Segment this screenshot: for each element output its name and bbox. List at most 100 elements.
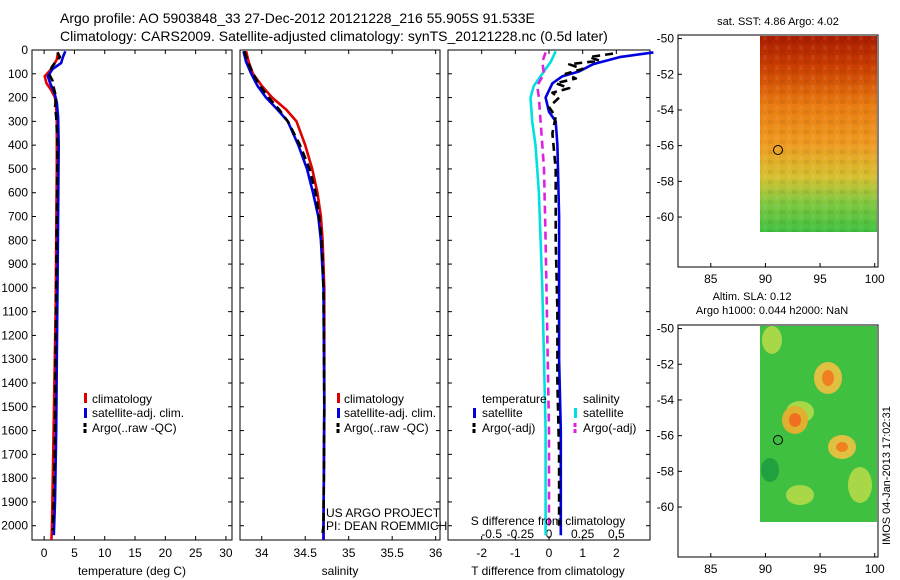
sst-map-profile-marker	[773, 145, 783, 155]
sla-map-ytick-label: -50	[657, 322, 675, 336]
temperature-xlabel: temperature (deg C)	[78, 564, 186, 578]
sst-map-ytick-label: -56	[657, 139, 675, 153]
salinity-legend-satellite: satellite-adj. clim.	[344, 406, 436, 420]
difference-series-temperature-argo-adj-	[547, 52, 614, 526]
salinity-legend-argo: Argo(..raw -QC)	[344, 421, 429, 435]
salinity-xtick-label: 34	[255, 546, 269, 560]
depth-tick-label: 1900	[1, 495, 28, 509]
temperature-xtick-label: 5	[71, 546, 78, 560]
salinity-xlabel: salinity	[322, 564, 359, 578]
legend-salinity-title: salinity	[583, 392, 620, 406]
sla-map-xtick-label: 95	[813, 562, 827, 576]
temperature-xtick-label: 20	[159, 546, 173, 560]
legend-sal-satellite-swatch	[574, 408, 577, 418]
salinity-series-satellite-adj-clim-	[242, 50, 326, 540]
difference-top-tick-label: 0.25	[571, 527, 595, 541]
difference-top-tick-label: -0.5	[481, 527, 502, 541]
sla-map-title-line1: Altim. SLA: 0.12	[713, 291, 792, 303]
difference-series-salinity-argo-adj-	[535, 51, 551, 526]
sst-map-ytick-label: -60	[657, 210, 675, 224]
plot-title-line2: Climatology: CARS2009. Satellite-adjuste…	[60, 28, 608, 44]
legend-sal-argo: Argo(-adj)	[583, 421, 636, 435]
temperature-xtick-label: 30	[219, 546, 233, 560]
depth-tick-label: 1100	[2, 305, 28, 319]
depth-tick-label: 1500	[1, 400, 28, 414]
difference-xtick-label: -2	[476, 546, 487, 560]
depth-tick-label: 600	[8, 186, 28, 200]
sla-map-blobs	[761, 326, 872, 505]
difference-series-temperature-satellite	[544, 51, 654, 536]
temperature-legend-climatology: climatology	[92, 392, 152, 406]
temperature-xtick-label: 15	[128, 546, 142, 560]
legend-temp-satellite: satellite	[482, 406, 523, 420]
difference-series-salinity-satellite	[529, 50, 557, 536]
depth-tick-label: 100	[8, 67, 28, 81]
temperature-xtick-label: 0	[41, 546, 48, 560]
difference-top-tick-label: 0.5	[608, 527, 625, 541]
sla-map-ytick-label: -60	[657, 500, 675, 514]
temperature-legend: climatology satellite-adj. clim. Argo(..…	[83, 392, 184, 435]
sla-blob	[836, 442, 848, 452]
difference-xtick-label: 0	[546, 546, 553, 560]
sla-map-xtick-label: 100	[865, 562, 885, 576]
depth-tick-label: 1000	[1, 281, 28, 295]
sla-blob	[786, 485, 814, 505]
sla-map-ytick-label: -58	[657, 464, 675, 478]
sla-map-panel: Altim. SLA: 0.12 Argo h1000: 0.044 h2000…	[657, 291, 885, 576]
sla-map-ytick-label: -56	[657, 429, 675, 443]
sst-map-xtick-label: 85	[704, 272, 718, 286]
sst-map-ytick-label: -54	[657, 103, 675, 117]
difference-xlabel-top: S difference from climatology	[471, 514, 626, 528]
sst-map-ytick-label: -52	[657, 67, 675, 81]
difference-xtick-label: 2	[613, 546, 620, 560]
salinity-axes	[239, 49, 441, 541]
difference-legend: temperature satellite Argo(-adj) salinit…	[472, 392, 636, 435]
sst-map-ytick-label: -58	[657, 174, 675, 188]
temperature-series-satellite-adj-clim-	[46, 50, 67, 536]
legend-sal-satellite: satellite	[583, 406, 624, 420]
sst-map-ytick-label: -50	[657, 32, 675, 46]
depth-tick-label: 700	[8, 210, 28, 224]
salinity-xtick-label: 35.5	[380, 546, 404, 560]
difference-top-tick-label: 0	[546, 527, 553, 541]
depth-tick-label: 1800	[1, 471, 28, 485]
sst-map-title: sat. SST: 4.86 Argo: 4.02	[717, 16, 839, 28]
salinity-series-argo-raw-qc-	[243, 50, 326, 534]
salinity-ticks: 34 34.5 35 35.5 36	[240, 49, 443, 560]
temperature-series-argo-raw-qc-	[47, 51, 62, 531]
sst-map-ticks: 85 90 95 100 -50 -52 -54 -56 -58 -60	[657, 32, 885, 286]
sla-blob	[848, 467, 872, 503]
salinity-panel: 34 34.5 35 35.5 36 salinity climatology sate…	[239, 49, 447, 578]
temperature-ticks: 0100200300400500600700800900100011001200…	[1, 43, 233, 560]
sla-blob	[762, 326, 782, 354]
temperature-axes	[31, 49, 233, 541]
depth-tick-label: 1600	[1, 424, 28, 438]
depth-tick-label: 900	[8, 257, 28, 271]
sst-map-panel: sat. SST: 4.86 Argo: 4.02 85 90 95 100 -50 -5…	[657, 16, 885, 286]
difference-xtick-label: 1	[579, 546, 586, 560]
salinity-series-climatology	[244, 50, 326, 540]
sla-map-profile-marker	[773, 435, 783, 445]
salinity-xtick-label: 34.5	[294, 546, 318, 560]
depth-tick-label: 300	[8, 114, 28, 128]
salinity-xtick-label: 36	[429, 546, 443, 560]
depth-tick-label: 400	[8, 138, 28, 152]
salinity-lines	[242, 50, 326, 540]
watermark: IMOS 04-Jan-2013 17:02:31	[881, 406, 893, 545]
legend-temp-satellite-swatch	[473, 408, 476, 418]
sla-blob	[822, 370, 834, 386]
difference-xlabel: T difference from climatology	[471, 564, 625, 578]
sla-blob	[761, 458, 779, 482]
sla-map-title-line2: Argo h1000: 0.044 h2000: NaN	[696, 305, 848, 317]
depth-tick-label: 0	[21, 43, 28, 57]
temperature-panel: 0100200300400500600700800900100011001200…	[1, 43, 233, 578]
depth-tick-label: 1200	[1, 328, 28, 342]
depth-tick-label: 1700	[1, 447, 28, 461]
plot-title-line1: Argo profile: AO 5903848_33 27-Dec-2012 …	[60, 10, 535, 26]
salinity-legend-satellite-swatch	[337, 408, 340, 418]
sst-map-texture	[760, 36, 877, 232]
sla-map-ticks: 85 90 95 100 -50 -52 -54 -56 -58 -60	[657, 322, 885, 576]
temperature-legend-satellite-swatch	[84, 408, 87, 418]
sla-map-xtick-label: 90	[759, 562, 773, 576]
